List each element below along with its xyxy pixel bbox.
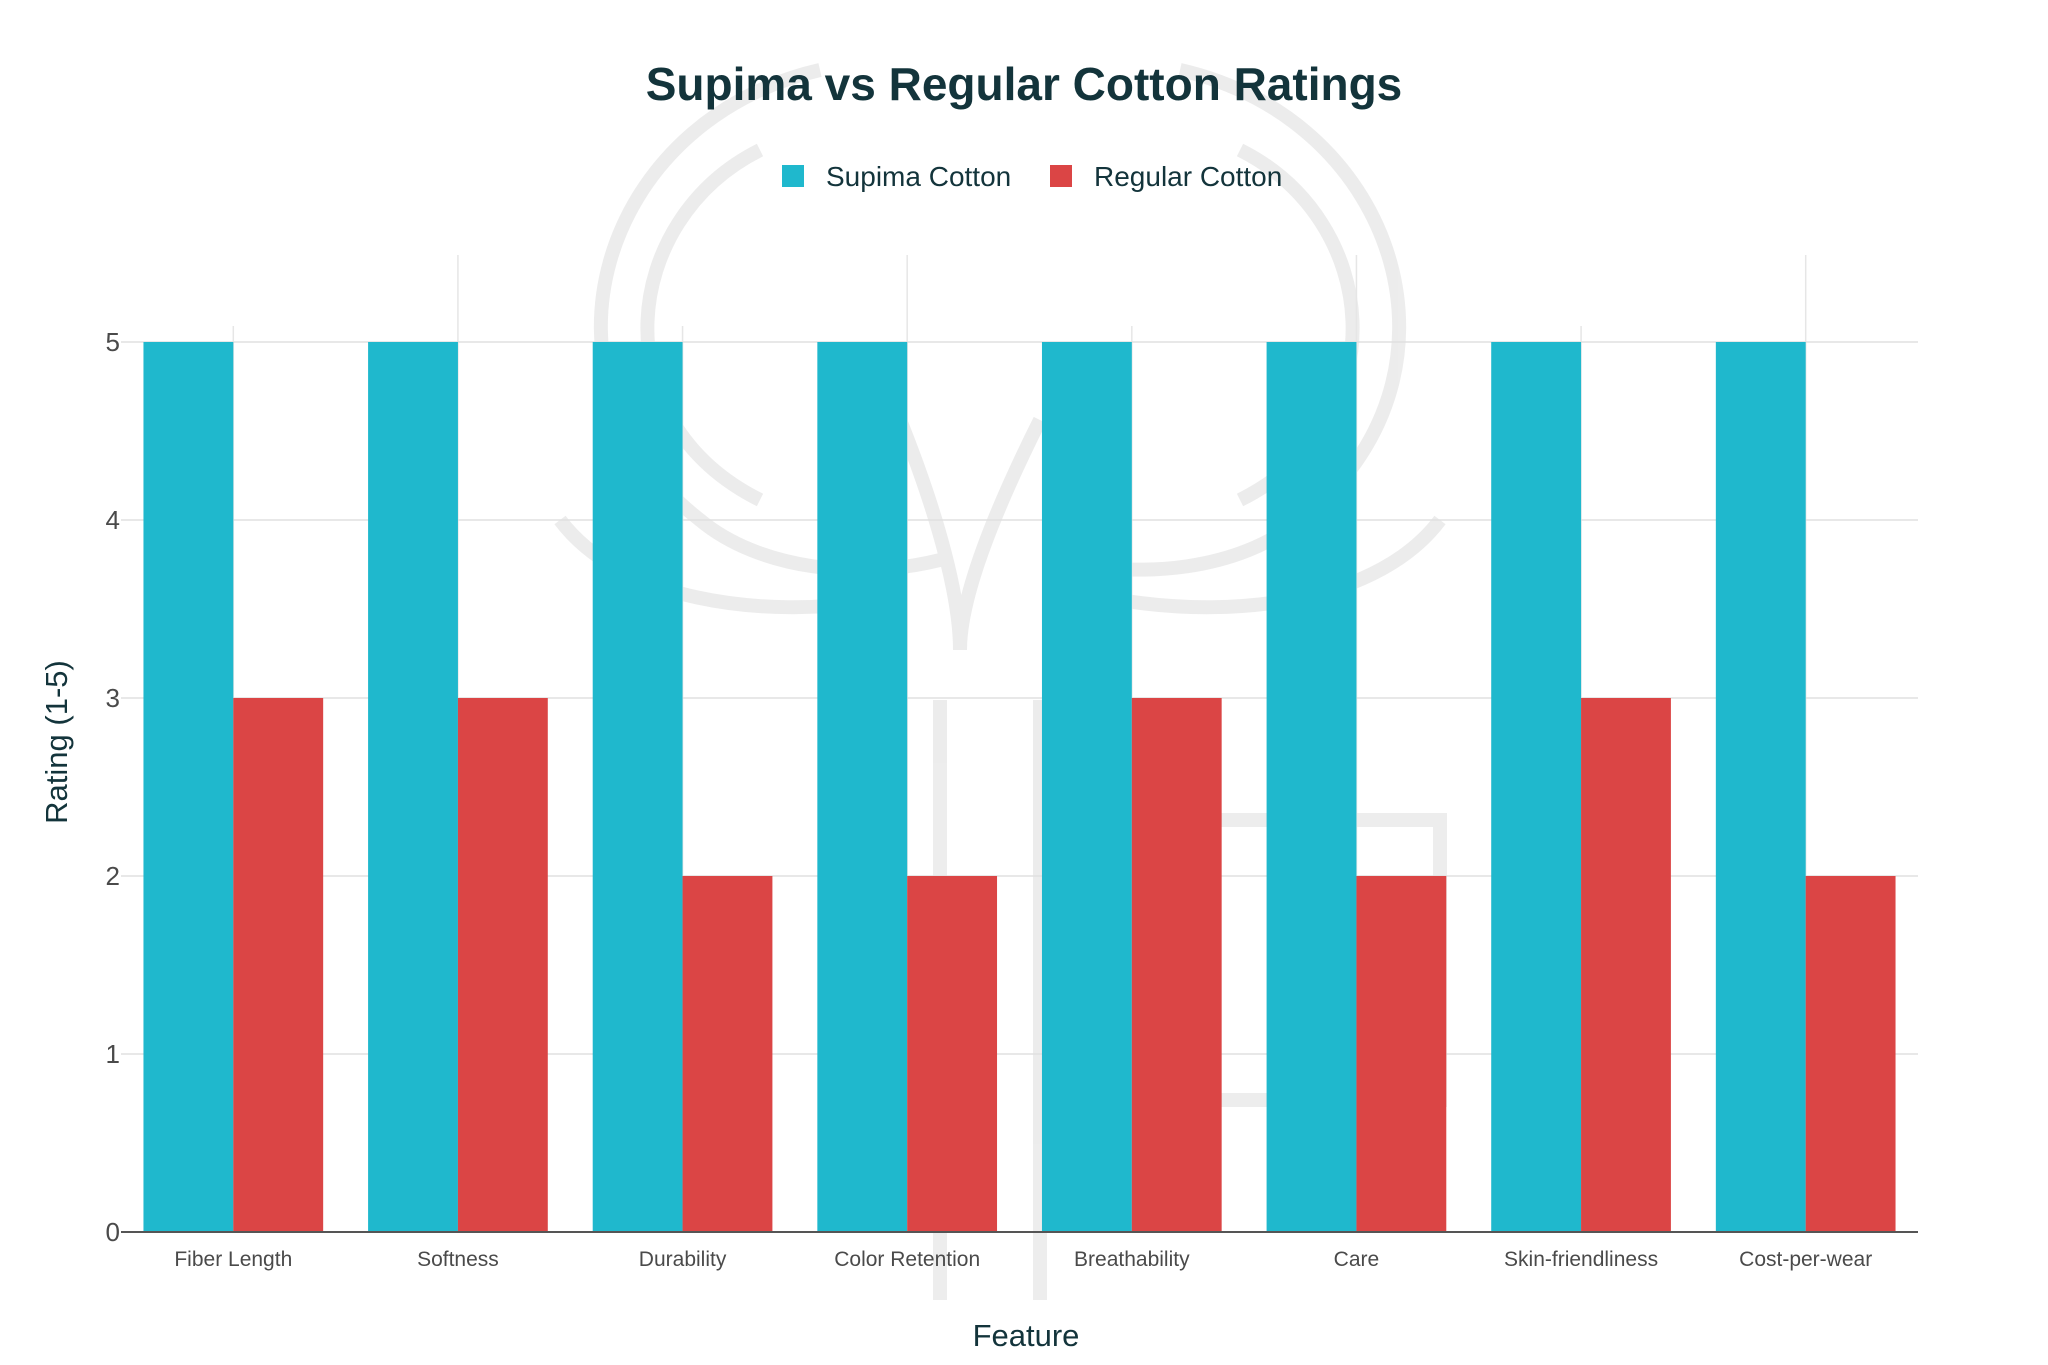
x-tick-label: Durability: [639, 1248, 727, 1271]
x-tick-label: Fiber Length: [174, 1248, 292, 1271]
bar-regular-cotton: [457, 698, 548, 1232]
x-tick-label: Breathability: [1074, 1248, 1190, 1271]
bar-supima-cotton: [1715, 342, 1806, 1232]
y-tick-label: 3: [106, 683, 120, 713]
bar-regular-cotton: [682, 876, 773, 1232]
bar-supima-cotton: [592, 342, 683, 1232]
x-tick-label: Cost-per-wear: [1739, 1248, 1872, 1271]
x-tick-label: Color Retention: [834, 1248, 980, 1271]
bar-supima-cotton: [817, 342, 908, 1232]
y-tick-label: 1: [106, 1039, 120, 1069]
y-tick-label: 2: [106, 861, 120, 891]
bar-regular-cotton: [1356, 876, 1447, 1232]
y-axis-ticks: 0 1 2 3 4 5: [106, 327, 120, 1247]
bar-regular-cotton: [907, 876, 998, 1232]
bar-supima-cotton: [143, 342, 234, 1232]
bar-supima-cotton: [1041, 342, 1132, 1232]
bar-regular-cotton: [1581, 698, 1671, 1232]
legend-swatch: [782, 165, 804, 187]
x-axis-label: Feature: [973, 1318, 1080, 1353]
y-axis-label: Rating (1-5): [39, 660, 74, 824]
x-tick-label: Skin-friendliness: [1504, 1248, 1658, 1271]
bar-regular-cotton: [233, 698, 324, 1232]
bar-supima-cotton: [1491, 342, 1582, 1232]
x-tick-label: Softness: [417, 1248, 499, 1271]
legend-label: Supima Cotton: [826, 161, 1011, 192]
bar-regular-cotton: [1805, 876, 1896, 1232]
bar-supima-cotton: [1266, 342, 1357, 1232]
y-tick-label: 5: [106, 327, 120, 357]
chart-title: Supima vs Regular Cotton Ratings: [646, 58, 1403, 110]
bars: [143, 342, 1896, 1232]
legend: Supima Cotton Regular Cotton: [782, 161, 1282, 192]
legend-swatch: [1050, 165, 1072, 187]
legend-label: Regular Cotton: [1094, 161, 1282, 192]
y-tick-label: 0: [106, 1217, 120, 1247]
bar-regular-cotton: [1131, 698, 1222, 1232]
y-tick-label: 4: [106, 505, 120, 535]
bar-supima-cotton: [368, 342, 458, 1232]
x-tick-label: Care: [1334, 1248, 1380, 1271]
x-axis-ticks: Fiber Length Softness Durability Color Rete…: [174, 1248, 1872, 1271]
